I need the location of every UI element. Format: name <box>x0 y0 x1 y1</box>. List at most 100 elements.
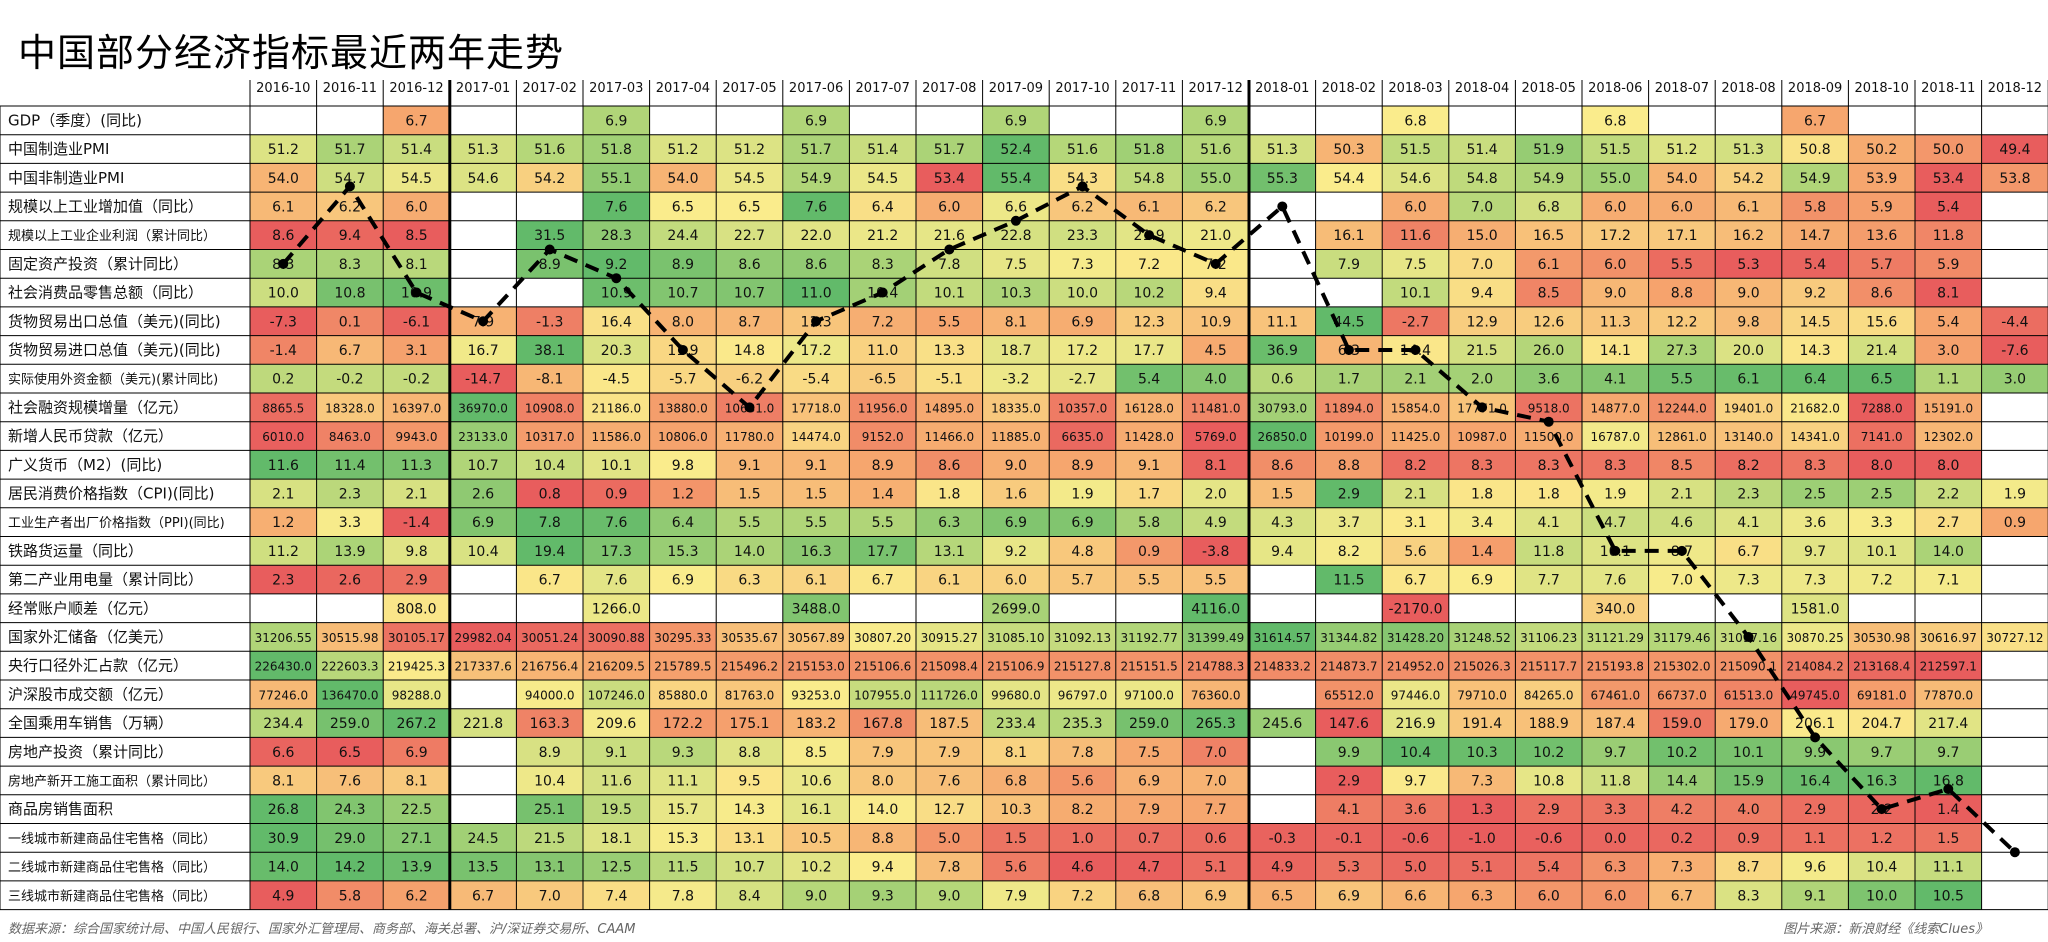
heat-cell <box>250 507 317 537</box>
cell-value: 30567.89 <box>787 631 844 645</box>
column-header: 2016-11 <box>323 81 377 96</box>
heat-cell <box>916 450 983 480</box>
cell-value: 214084.2 <box>1786 660 1843 674</box>
cell-value: 51.4 <box>401 142 432 158</box>
cell-value: 3488.0 <box>792 601 841 617</box>
cell-value: 10.4 <box>1400 745 1431 761</box>
row-label: 工业生产者出厂价格指数（PPI)(同比) <box>8 515 225 531</box>
heat-cell <box>1915 536 1982 566</box>
cell-value: 6.7 <box>339 343 361 359</box>
heat-cell <box>782 192 850 221</box>
heat-cell <box>316 249 384 279</box>
heat-cell <box>982 507 1050 537</box>
cell-value: 11.0 <box>801 286 832 302</box>
heat-cell <box>1182 536 1249 566</box>
heat-cell <box>1715 220 1782 250</box>
heat-cell <box>316 852 384 881</box>
cell-value: 8.1 <box>1005 745 1027 761</box>
cell-value: 9.7 <box>1604 745 1626 761</box>
cell-value: 5.5 <box>1671 257 1693 273</box>
heat-cell <box>1515 479 1582 508</box>
cell-value: 30105.17 <box>388 631 445 645</box>
cell-value: 97446.0 <box>1391 688 1441 702</box>
cell-value: 216209.5 <box>588 660 645 674</box>
cell-value: -5.1 <box>936 372 963 388</box>
heat-cell <box>1715 192 1782 221</box>
cell-value: 54.8 <box>1134 171 1165 187</box>
cell-value: 0.2 <box>1671 831 1693 847</box>
cell-value: 267.2 <box>396 716 436 732</box>
heat-cell <box>449 134 517 164</box>
cell-value: 6.1 <box>805 573 827 589</box>
cell-value: 7.8 <box>938 860 960 876</box>
heat-cell <box>1715 306 1782 336</box>
cell-value: 3.6 <box>1404 802 1426 818</box>
cell-value: 1.8 <box>938 486 960 502</box>
cell-value: 10.1 <box>1400 286 1431 302</box>
cell-value: 16.1 <box>801 802 832 818</box>
heat-cell <box>1315 880 1383 910</box>
cell-value: 2.5 <box>1871 486 1893 502</box>
heat-cell <box>1582 364 1649 393</box>
cell-value: 2.9 <box>1804 802 1826 818</box>
cell-value: 9.2 <box>605 257 627 273</box>
cell-value: 50.8 <box>1800 142 1831 158</box>
heat-cell <box>1848 651 1915 680</box>
heat-cell <box>782 766 850 795</box>
cell-value: 36.9 <box>1267 343 1298 359</box>
cell-value: 67461.0 <box>1590 688 1640 702</box>
cell-value: 3.4 <box>1471 515 1493 531</box>
heat-cell <box>649 651 717 680</box>
cell-value: 2.3 <box>272 573 294 589</box>
cell-value: 9.6 <box>1804 860 1826 876</box>
heat-cell <box>1448 249 1516 279</box>
cell-value: 16.8 <box>1933 773 1964 789</box>
heat-cell <box>383 622 450 652</box>
cell-value: 51.9 <box>1533 142 1564 158</box>
cell-value: 10.1 <box>1733 745 1764 761</box>
heat-cell <box>649 794 717 824</box>
heat-cell <box>649 536 717 566</box>
trend-point <box>278 258 289 269</box>
cell-value: 9.1 <box>605 745 627 761</box>
heat-cell <box>849 823 916 853</box>
cell-value: -0.6 <box>1535 831 1562 847</box>
heat-cell <box>1781 794 1849 824</box>
heat-cell <box>449 163 517 193</box>
heat-cell <box>1515 192 1582 221</box>
heat-cell <box>849 708 916 738</box>
heat-cell <box>1715 823 1782 853</box>
cell-value: 6.9 <box>472 515 494 531</box>
heat-cell <box>849 880 916 910</box>
cell-value: 9152.0 <box>862 430 904 444</box>
heat-cell <box>982 852 1050 881</box>
cell-value: 10.0 <box>268 286 299 302</box>
heat-cell <box>1915 278 1982 307</box>
cell-value: 8.6 <box>738 257 760 273</box>
heat-cell <box>316 565 384 594</box>
heat-cell <box>916 134 983 164</box>
cell-value: 6.0 <box>1671 199 1693 215</box>
cell-value: 30915.27 <box>921 631 978 645</box>
heat-cell <box>1515 306 1582 336</box>
heat-cell <box>1715 479 1782 508</box>
cell-value: 4.2 <box>1671 802 1693 818</box>
heat-cell <box>1715 450 1782 480</box>
heat-cell <box>982 393 1050 422</box>
heat-cell <box>982 479 1050 508</box>
cell-value: 11.8 <box>1533 544 1564 560</box>
cell-value: 1.4 <box>872 486 894 502</box>
cell-value: -4.4 <box>2001 314 2028 330</box>
cell-value: 3.6 <box>1804 515 1826 531</box>
cell-value: 6.1 <box>1737 199 1759 215</box>
cell-value: 77870.0 <box>1923 688 1973 702</box>
heat-cell <box>716 192 783 221</box>
cell-value: 9.7 <box>1804 544 1826 560</box>
cell-value: 6.2 <box>405 888 427 904</box>
cell-value: 163.3 <box>530 716 570 732</box>
cell-value: 8.5 <box>1671 458 1693 474</box>
heat-cell <box>1049 823 1116 853</box>
cell-value: 215117.7 <box>1520 660 1577 674</box>
cell-value: 11.1 <box>1933 860 1964 876</box>
cell-value: 7.5 <box>1138 745 1160 761</box>
